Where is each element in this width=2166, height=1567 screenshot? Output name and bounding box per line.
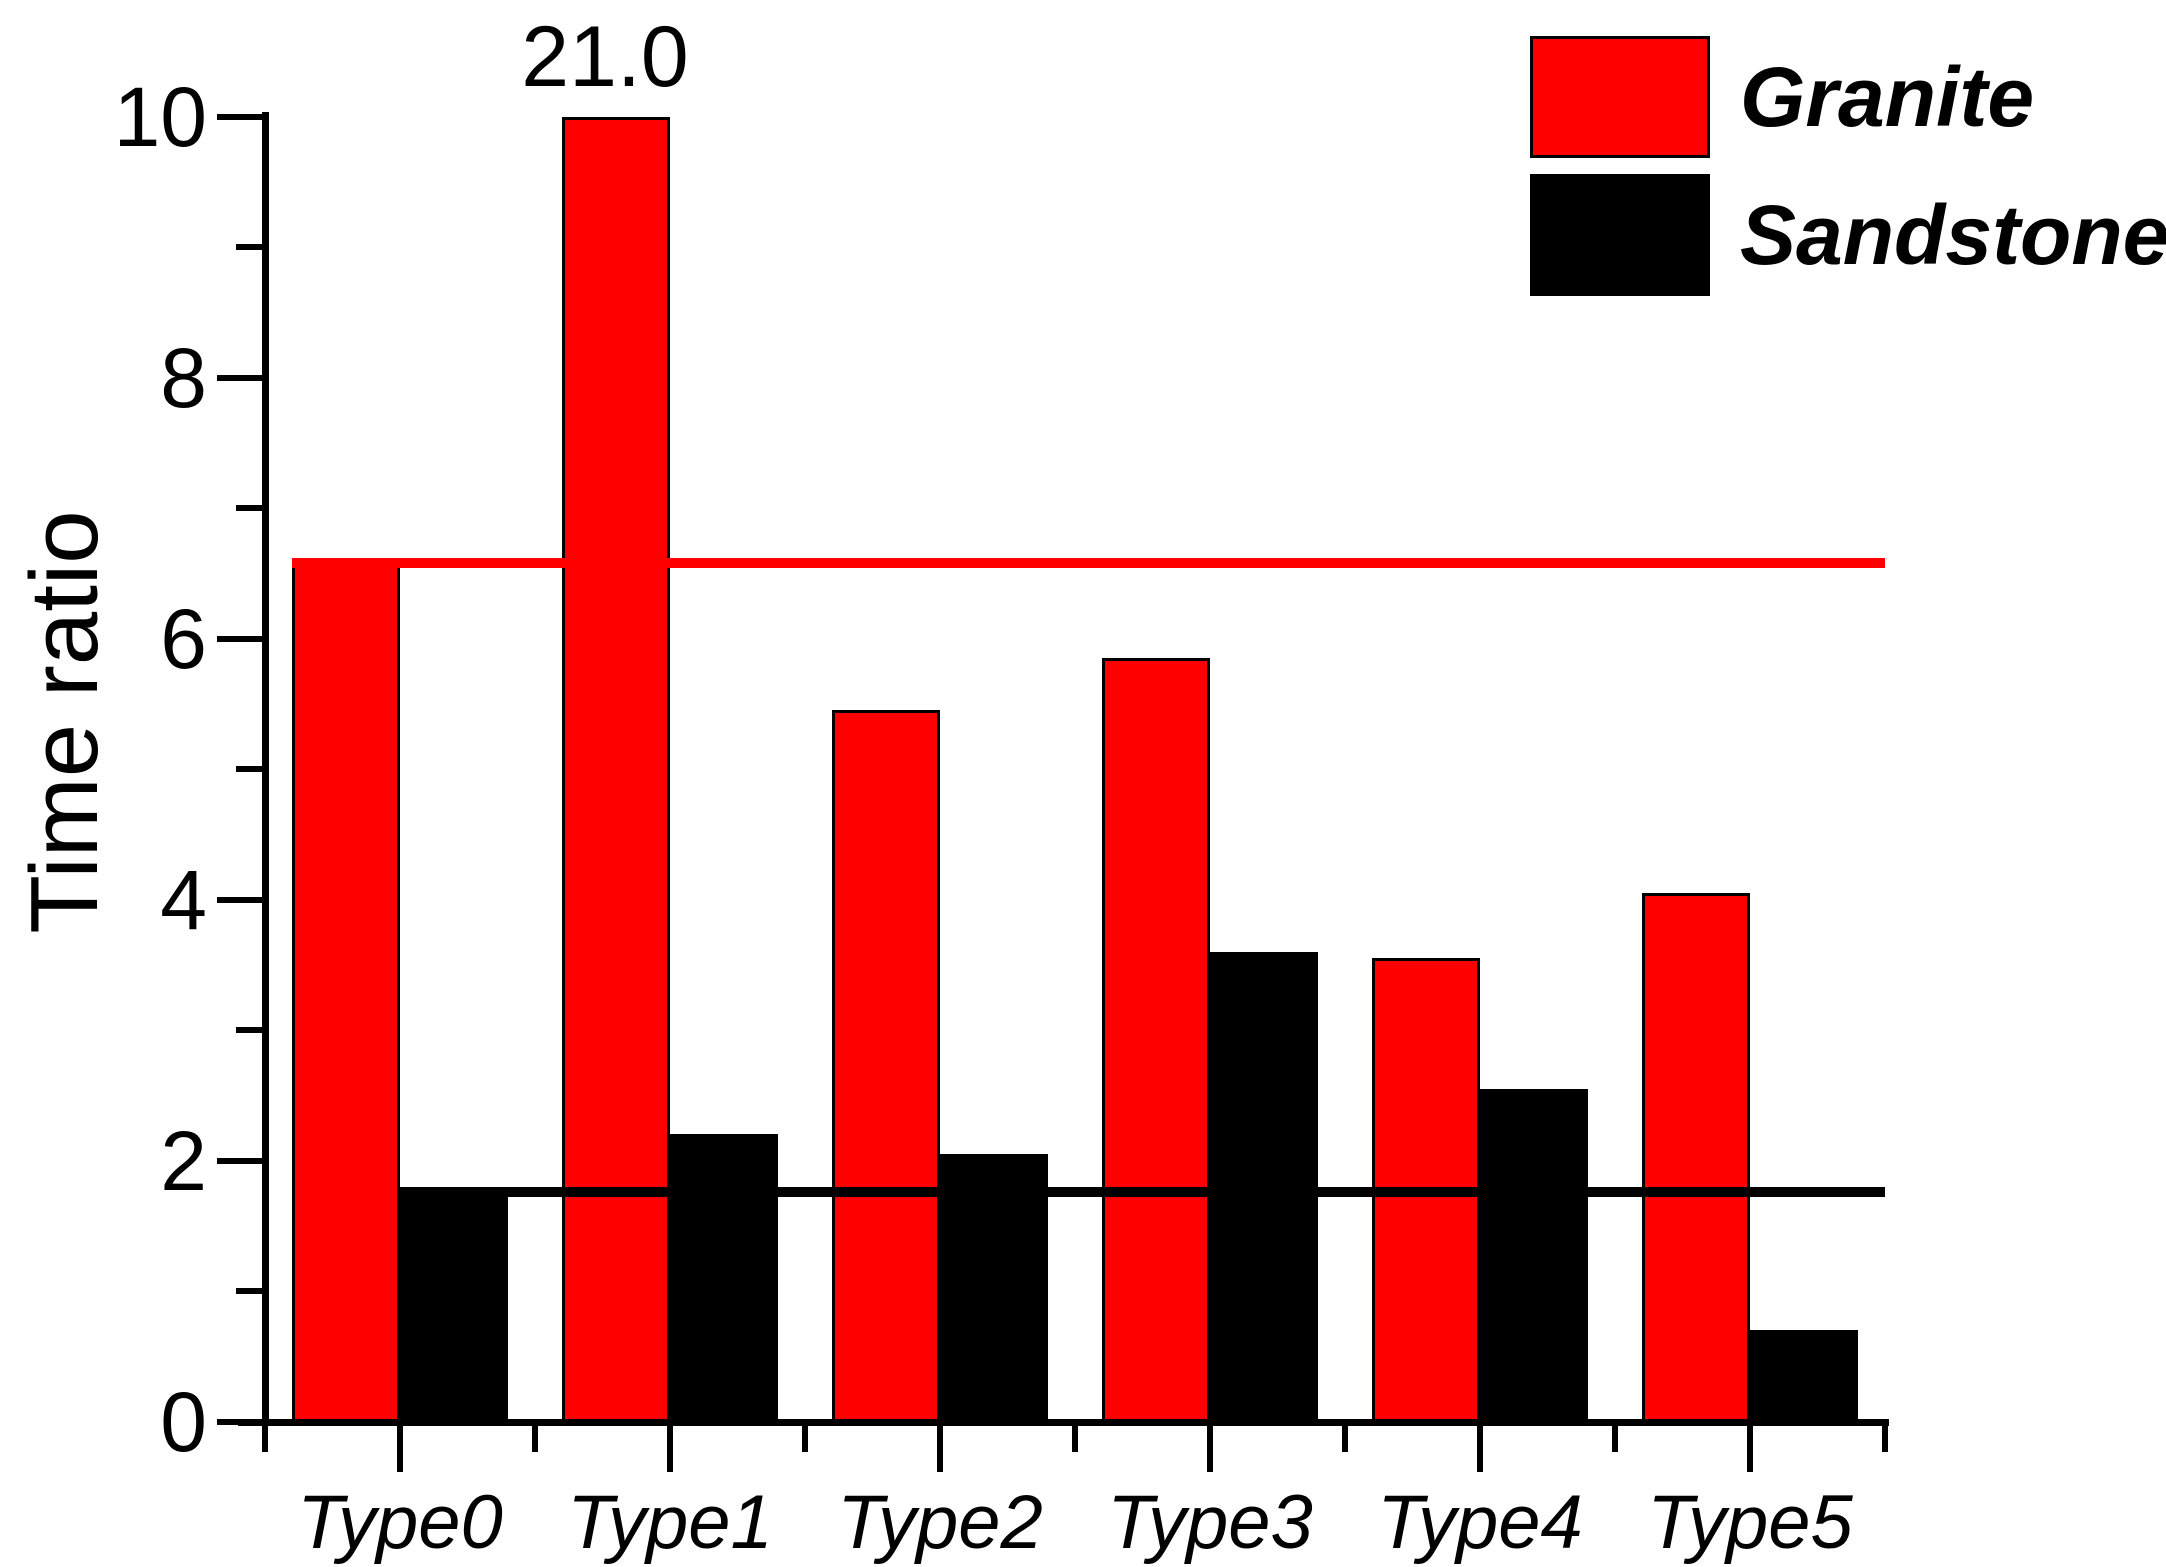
- bar-granite-type5: [1642, 892, 1750, 1425]
- legend-item-granite: Granite: [1530, 36, 2166, 158]
- legend-label-sandstone: Sandstone: [1740, 187, 2166, 282]
- sandstone-reference-line: [400, 1186, 1885, 1197]
- x-major-tick: [1207, 1426, 1213, 1472]
- y-tick-label: 2: [160, 1113, 207, 1208]
- y-axis-line: [262, 112, 269, 1426]
- x-tick-label-type4: Type4: [1377, 1480, 1583, 1565]
- bar-granite-type1: [562, 116, 670, 1425]
- y-tick-label: 6: [160, 591, 207, 686]
- y-minor-tick: [236, 1027, 262, 1033]
- x-minor-tick: [1882, 1426, 1888, 1452]
- x-axis-line: [238, 1419, 1889, 1426]
- granite-reference-line: [292, 557, 1885, 568]
- y-minor-tick: [236, 766, 262, 772]
- bar-granite-type2: [832, 710, 940, 1425]
- x-tick-label-type1: Type1: [567, 1480, 773, 1565]
- y-tick-label: 0: [160, 1374, 207, 1469]
- y-major-tick: [217, 113, 262, 120]
- bar-sandstone-type4: [1480, 1088, 1588, 1425]
- x-minor-tick: [1612, 1426, 1618, 1452]
- y-major-tick: [217, 635, 262, 642]
- x-major-tick: [667, 1426, 673, 1472]
- y-major-tick: [217, 1157, 262, 1164]
- bar-granite-type0: [292, 560, 400, 1425]
- y-tick-label: 4: [160, 852, 207, 947]
- x-tick-label-type2: Type2: [837, 1480, 1043, 1565]
- x-minor-tick: [1342, 1426, 1348, 1452]
- x-tick-label-type5: Type5: [1647, 1480, 1853, 1565]
- bar-granite-type3: [1102, 658, 1210, 1425]
- x-major-tick: [1747, 1426, 1753, 1472]
- y-axis-title: Time ratio: [11, 510, 118, 934]
- x-tick-label-type3: Type3: [1107, 1480, 1313, 1565]
- y-major-tick: [217, 1418, 262, 1425]
- y-tick-label: 10: [113, 69, 207, 164]
- legend: Granite Sandstone: [1530, 36, 2166, 312]
- bar-sandstone-type0: [400, 1186, 508, 1425]
- x-major-tick: [1477, 1426, 1483, 1472]
- granite-color-swatch: [1530, 36, 1710, 158]
- clipped-bar-value-label: 21.0: [521, 9, 689, 105]
- legend-label-granite: Granite: [1740, 49, 2035, 144]
- x-major-tick: [937, 1426, 943, 1472]
- x-tick-label-type0: Type0: [297, 1480, 503, 1565]
- y-minor-tick: [236, 505, 262, 511]
- y-minor-tick: [236, 1288, 262, 1294]
- y-minor-tick: [236, 244, 262, 250]
- bar-sandstone-type2: [940, 1153, 1048, 1425]
- x-major-tick: [397, 1426, 403, 1472]
- y-tick-label: 8: [160, 330, 207, 425]
- x-minor-tick: [532, 1426, 538, 1452]
- y-major-tick: [217, 896, 262, 903]
- bar-sandstone-type5: [1750, 1330, 1858, 1425]
- legend-item-sandstone: Sandstone: [1530, 174, 2166, 296]
- x-minor-tick: [1072, 1426, 1078, 1452]
- y-major-tick: [217, 374, 262, 381]
- bar-sandstone-type1: [670, 1134, 778, 1425]
- x-minor-tick: [802, 1426, 808, 1452]
- x-minor-tick: [262, 1426, 268, 1452]
- sandstone-color-swatch: [1530, 174, 1710, 296]
